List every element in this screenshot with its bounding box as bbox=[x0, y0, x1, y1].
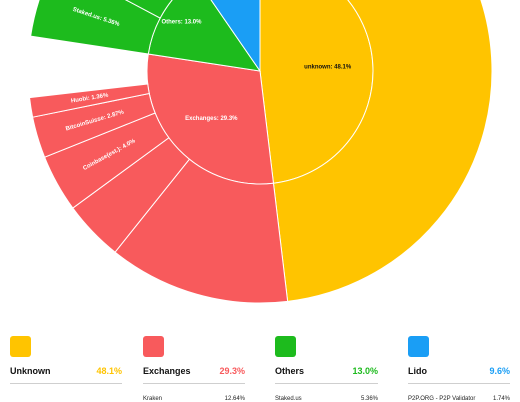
legend-sub-label-exchanges: Kraken bbox=[143, 396, 163, 402]
legend-sub-value-others: 5.36% bbox=[360, 396, 378, 402]
outer-segment-unknown bbox=[272, 0, 493, 302]
legend-divider-exchanges bbox=[143, 383, 245, 384]
inner-label-others: Others: 13.0% bbox=[161, 19, 202, 25]
inner-label-exchanges: Exchanges: 29.3% bbox=[185, 116, 238, 122]
legend-title-exchanges: Exchanges bbox=[143, 366, 191, 376]
legend-card-unknown: Unknown 48.1% bbox=[10, 336, 122, 384]
legend-sub-value-exchanges: 12.64% bbox=[224, 396, 245, 402]
legend-swatch-others bbox=[275, 336, 296, 357]
legend-pct-others: 13.0% bbox=[352, 366, 378, 376]
legend-pct-exchanges: 29.3% bbox=[219, 366, 245, 376]
legend-title-lido: Lido bbox=[408, 366, 427, 376]
legend-title-others: Others bbox=[275, 366, 305, 376]
legend-pct-lido: 9.6% bbox=[489, 366, 510, 376]
legend-swatch-exchanges bbox=[143, 336, 164, 357]
outer-segment-others-1 bbox=[125, 0, 173, 19]
legend-card-others: Others 13.0% Staked.us 5.36% bbox=[275, 336, 378, 402]
legend-divider-others bbox=[275, 383, 378, 384]
legend-card-exchanges: Exchanges 29.3% Kraken 12.64% bbox=[143, 336, 245, 402]
legend-pct-unknown: 48.1% bbox=[96, 366, 122, 376]
outer-ring bbox=[28, 0, 493, 304]
sunburst-chart: unknown: 48.1%Coinbase(est.): 4.0%Bitcoi… bbox=[28, 0, 493, 304]
legend-swatch-unknown bbox=[10, 336, 31, 357]
inner-label-unknown: unknown: 48.1% bbox=[304, 65, 352, 71]
outer-segment-others-0 bbox=[30, 0, 161, 55]
legend-divider-unknown bbox=[10, 383, 122, 384]
legend-sub-label-others: Staked.us bbox=[275, 396, 302, 402]
legend-title-unknown: Unknown bbox=[10, 366, 51, 376]
legend-sub-label-lido: P2P.ORG - P2P Validator bbox=[408, 396, 476, 402]
legend-sub-value-lido: 1.74% bbox=[492, 396, 510, 402]
legend-swatch-lido bbox=[408, 336, 429, 357]
legend-card-lido: Lido 9.6% P2P.ORG - P2P Validator 1.74% bbox=[408, 336, 510, 402]
outer-segment-exchanges-4 bbox=[28, 83, 150, 118]
outer-label-exchanges-4: Huobi: 1.36% bbox=[71, 93, 110, 105]
inner-ring bbox=[146, 0, 374, 185]
legend-divider-lido bbox=[408, 383, 510, 384]
inner-segment-lido bbox=[210, 0, 261, 73]
